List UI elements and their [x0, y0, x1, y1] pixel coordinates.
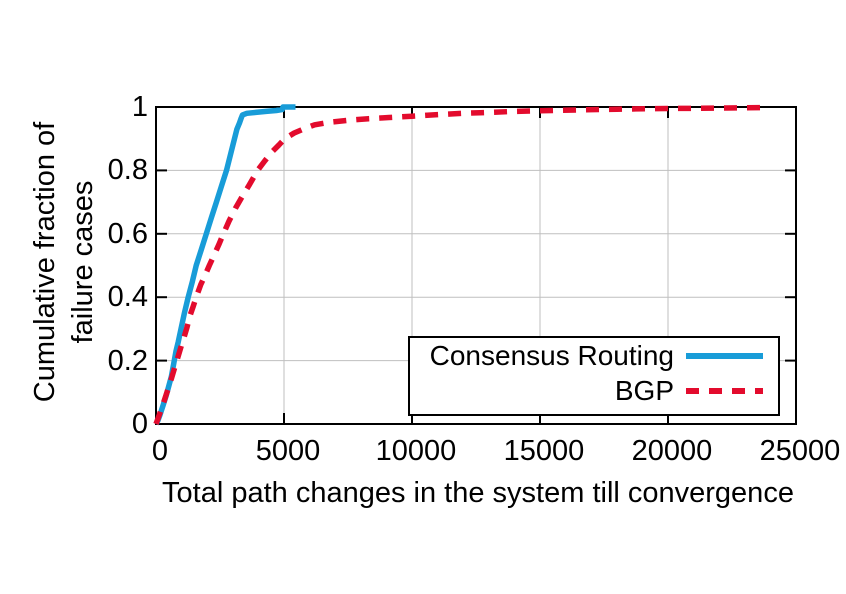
y-tick-label: 0.4: [107, 281, 148, 314]
y-tick-label: 0.6: [107, 217, 148, 250]
plot-border: [155, 106, 797, 425]
x-tick-label: 15000: [503, 435, 585, 467]
legend-label-bgp: BGP: [614, 375, 674, 407]
x-tick-label: 0: [151, 435, 169, 467]
legend-item-bgp: BGP: [410, 374, 778, 410]
y-tick-label: 0.8: [107, 154, 148, 187]
x-axis-title: Total path changes in the system till co…: [162, 477, 794, 509]
legend-label-consensus-routing: Consensus Routing: [429, 339, 674, 371]
legend-swatch-bgp-line: [686, 388, 763, 395]
legend: Consensus Routing BGP: [408, 336, 780, 416]
legend-item-consensus-routing: Consensus Routing: [410, 338, 778, 374]
x-tick-label: 25000: [759, 435, 841, 467]
x-tick-label: 20000: [631, 435, 713, 467]
y-tick-label: 0.2: [107, 344, 148, 377]
series-line-consensus-routing: [153, 104, 296, 426]
y-tick-label: 1: [131, 91, 148, 123]
x-tick-label: 10000: [375, 435, 457, 467]
x-tick-label: 5000: [255, 435, 321, 467]
legend-swatch-consensus-routing-line: [686, 352, 763, 359]
y-tick-label: 0: [131, 408, 148, 440]
series-line-bgp: [153, 104, 763, 425]
